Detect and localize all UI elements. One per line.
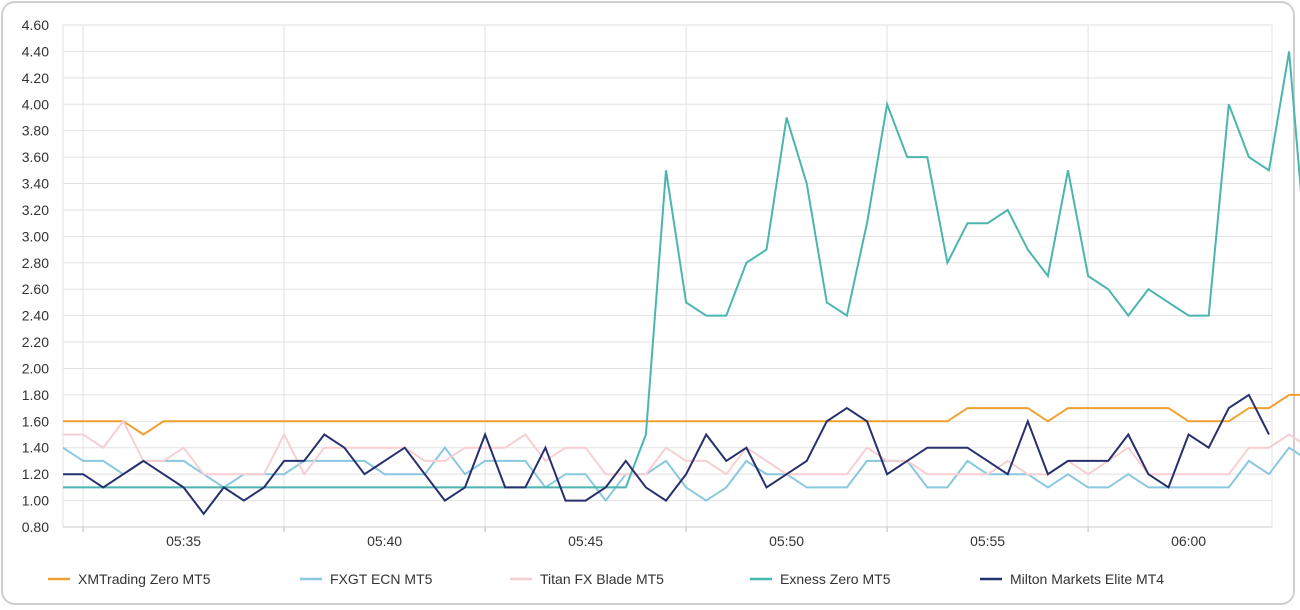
y-tick-label: 2.00 xyxy=(22,360,49,376)
legend-item-milton-markets-elite-mt4[interactable]: Milton Markets Elite MT4 xyxy=(980,571,1164,587)
x-tick-label: 05:55 xyxy=(970,533,1005,549)
y-axis-ticks: 0.80 1.00 1.20 1.40 1.60 1.80 2.00 2.20 2.40 2.60… xyxy=(22,17,49,535)
legend-label: Milton Markets Elite MT4 xyxy=(1010,571,1164,587)
x-axis-ticks: 05:3505:4005:4505:5005:5506:0006:0506:10… xyxy=(166,533,1206,549)
series-lines xyxy=(62,51,1300,516)
legend[interactable]: XMTrading Zero MT5 FXGT ECN MT5 Titan FX B… xyxy=(48,571,1164,587)
y-tick-label: 1.60 xyxy=(22,413,49,429)
y-tick-label: 1.40 xyxy=(22,440,49,456)
x-tick-label: 05:35 xyxy=(166,533,201,549)
y-tick-label: 3.80 xyxy=(22,123,49,139)
y-tick-label: 3.20 xyxy=(22,202,49,218)
x-tick-label: 06:00 xyxy=(1171,533,1206,549)
y-tick-label: 2.60 xyxy=(22,281,49,297)
legend-label: Exness Zero MT5 xyxy=(780,571,891,587)
y-tick-label: 3.00 xyxy=(22,228,49,244)
series-line-exness-zero-mt5 xyxy=(63,51,1300,489)
y-tick-label: 1.00 xyxy=(22,493,49,509)
y-tick-label: 0.80 xyxy=(22,519,49,535)
y-tick-label: 2.20 xyxy=(22,334,49,350)
grid xyxy=(62,24,1273,532)
series-line-titan-fx-blade-mt5 xyxy=(63,419,1300,477)
y-tick-label: 4.00 xyxy=(22,96,49,112)
y-tick-label: 3.40 xyxy=(22,176,49,192)
x-tick-label: 05:45 xyxy=(568,533,603,549)
x-tick-label: 05:50 xyxy=(769,533,804,549)
y-tick-label: 2.80 xyxy=(22,255,49,271)
series-line-xmtrading-zero-mt5 xyxy=(63,393,1300,436)
y-tick-label: 2.40 xyxy=(22,308,49,324)
y-tick-label: 3.60 xyxy=(22,149,49,165)
legend-item-titan-fx-blade-mt5[interactable]: Titan FX Blade MT5 xyxy=(510,571,664,587)
x-tick-label: 05:40 xyxy=(367,533,402,549)
y-tick-label: 1.80 xyxy=(22,387,49,403)
y-tick-label: 4.40 xyxy=(22,43,49,59)
legend-item-exness-zero-mt5[interactable]: Exness Zero MT5 xyxy=(750,571,891,587)
legend-item-xmtrading-zero-mt5[interactable]: XMTrading Zero MT5 xyxy=(48,571,211,587)
y-tick-label: 4.60 xyxy=(22,17,49,33)
legend-item-fxgt-ecn-mt5[interactable]: FXGT ECN MT5 xyxy=(300,571,433,587)
legend-label: Titan FX Blade MT5 xyxy=(540,571,664,587)
y-tick-label: 4.20 xyxy=(22,70,49,86)
y-tick-label: 1.20 xyxy=(22,466,49,482)
series-line-milton-markets-elite-mt4 xyxy=(63,393,1270,516)
legend-label: FXGT ECN MT5 xyxy=(330,571,433,587)
legend-label: XMTrading Zero MT5 xyxy=(78,571,211,587)
